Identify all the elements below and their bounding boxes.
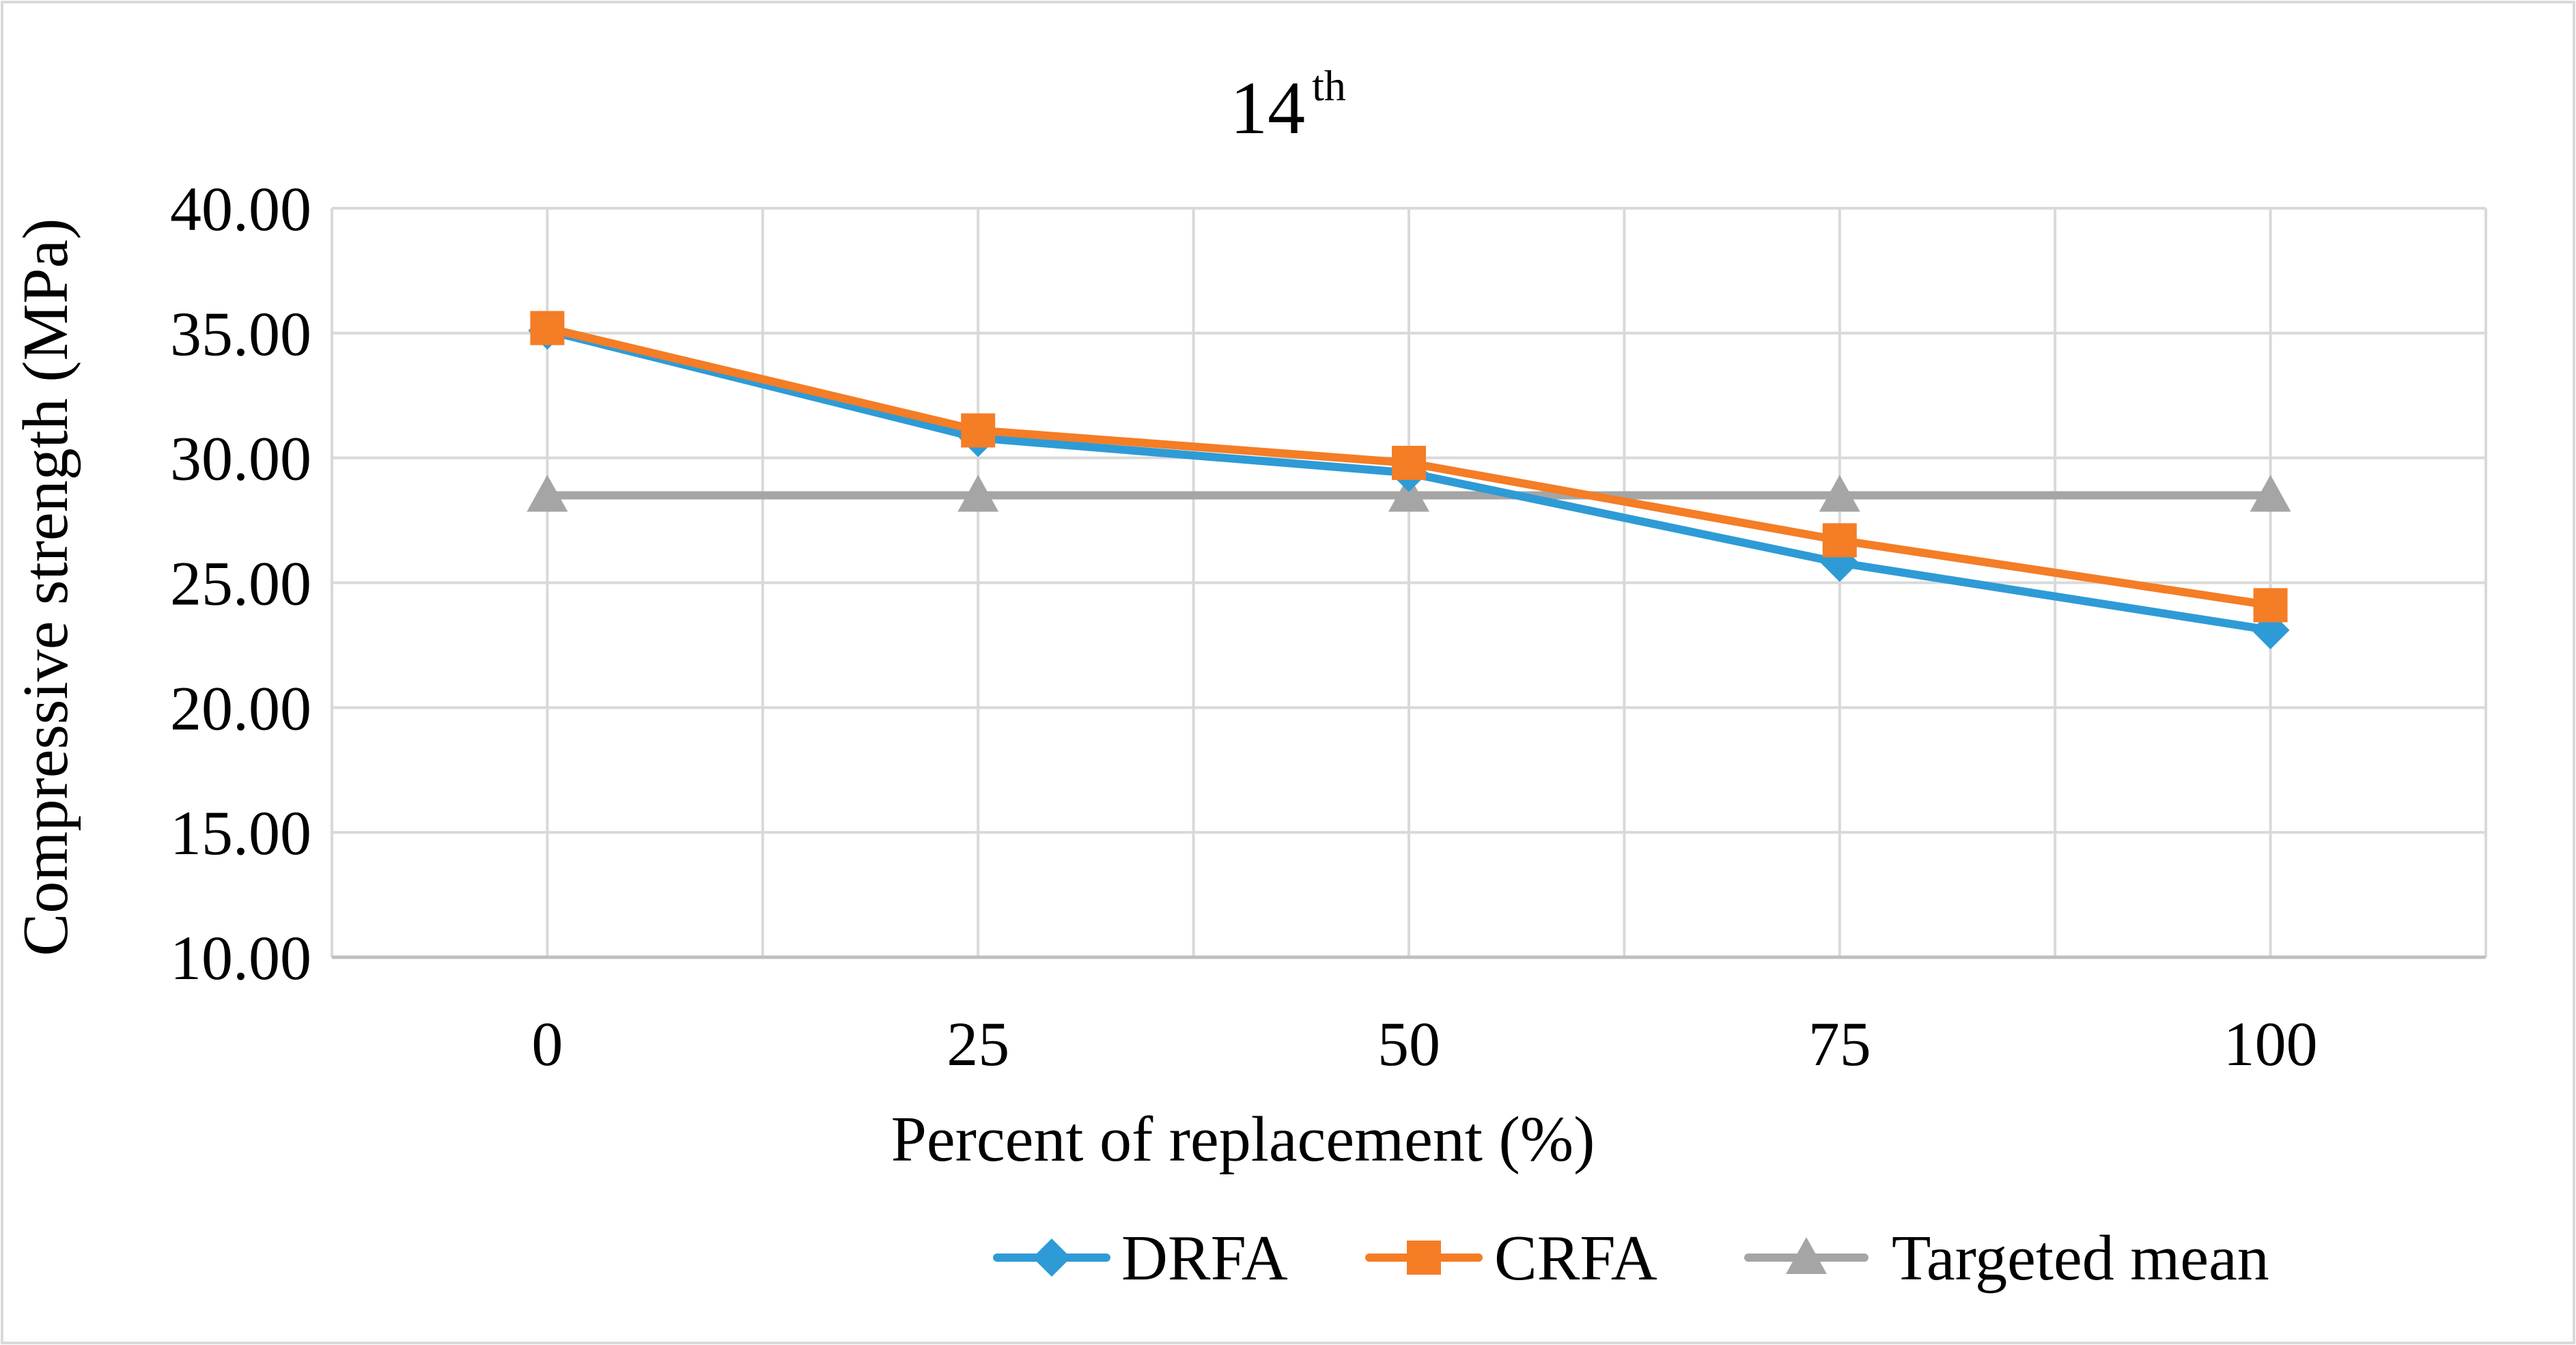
legend-marker-targeted-mean [1786,1237,1827,1274]
chart-title-superscript: th [1312,61,1346,110]
legend-item-drfa: DRFA [993,1223,1288,1294]
series-targeted-mean [527,475,2291,512]
x-tick-label: 0 [531,1009,563,1079]
y-tick-label: 15.00 [170,798,311,868]
y-tick-label: 10.00 [170,923,311,993]
x-tick-label: 50 [1377,1009,1440,1079]
gridlines [331,207,2487,959]
legend-label-targeted-mean: Targeted mean [1892,1223,2269,1294]
data-point-targeted-mean [1388,475,1429,512]
y-tick-label: 30.00 [170,424,311,494]
y-tick-label: 35.00 [170,299,311,369]
data-point-targeted-mean [2250,475,2291,512]
data-point-crfa [1392,445,1426,480]
legend: DRFA CRFA Targeted mean [993,1223,2269,1294]
data-point-targeted-mean [527,475,568,512]
legend-item-targeted-mean: Targeted mean [1744,1223,2269,1294]
y-tick-label: 20.00 [170,673,311,743]
legend-item-crfa: CRFA [1365,1223,1657,1294]
legend-marker-drfa [1033,1238,1071,1277]
legend-marker-crfa [1407,1241,1441,1275]
series-layer [527,311,2291,649]
y-axis-title: Compressive strength (MPa) [10,218,81,957]
x-axis-title: Percent of replacement (%) [891,1104,1595,1175]
x-tick-label: 75 [1808,1009,1871,1079]
data-point-crfa [961,413,996,448]
x-tick-label: 25 [947,1009,1009,1079]
y-tick-label: 25.00 [170,549,311,619]
legend-label-crfa: CRFA [1494,1223,1657,1294]
data-point-targeted-mean [957,475,999,512]
data-point-crfa [530,311,565,345]
series-crfa [530,311,2288,623]
data-point-crfa [2253,588,2288,623]
y-tick-label: 40.00 [170,174,311,244]
x-tick-label: 100 [2224,1009,2318,1079]
data-point-crfa [1822,523,1857,558]
legend-label-drfa: DRFA [1121,1223,1288,1294]
data-point-targeted-mean [1819,475,1860,512]
